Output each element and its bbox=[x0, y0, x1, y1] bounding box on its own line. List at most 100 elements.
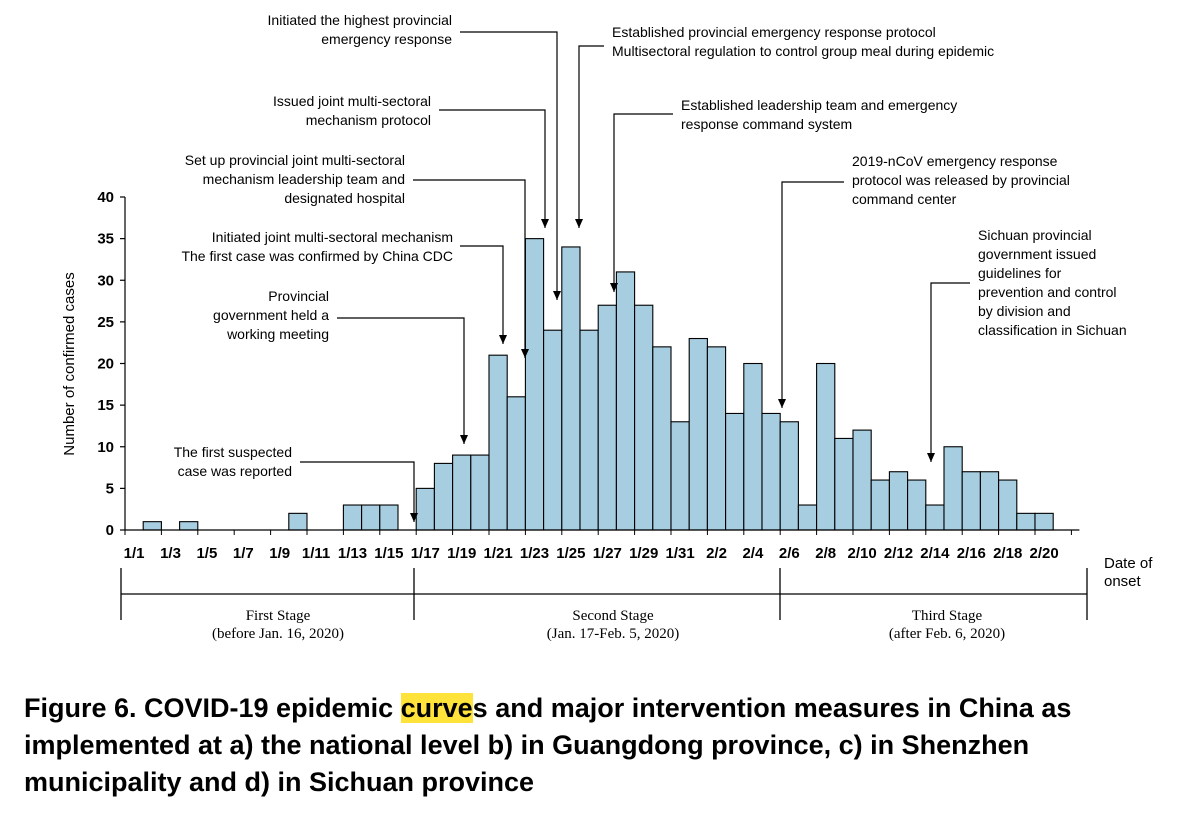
annotation-line: 2019-nCoV emergency response bbox=[852, 153, 1058, 169]
bar-1-26 bbox=[579, 329, 599, 531]
annotation-line: by division and bbox=[978, 303, 1071, 319]
y-tick-label: 10 bbox=[97, 439, 114, 456]
bar-2-1 bbox=[688, 337, 708, 531]
bar-1-21 bbox=[488, 354, 508, 531]
epidemic-curve-chart: 0 5 10 15 20 25 30 35 40 1/1 1/3 1/5 1/7 1/9 1/11 1/13 1… bbox=[61, 12, 1153, 642]
annotation-line: guidelines for bbox=[978, 265, 1062, 281]
annotation-line: prevention and control bbox=[978, 284, 1117, 300]
annotation-arrowhead-10 bbox=[927, 453, 935, 462]
y-tick-label: 35 bbox=[97, 231, 114, 248]
bar-1-29 bbox=[634, 304, 654, 531]
x-tick-label: 1/9 bbox=[269, 545, 290, 562]
stage-period: (Jan. 17-Feb. 5, 2020) bbox=[547, 626, 679, 642]
bar-2-7 bbox=[797, 504, 818, 531]
x-axis-label: Date of bbox=[1104, 555, 1153, 572]
bars-group bbox=[142, 238, 1054, 531]
annotation-line: Issued joint multi-sectoral bbox=[273, 93, 431, 109]
bar-1-19 bbox=[452, 454, 472, 531]
annotation-line: The first suspected bbox=[174, 444, 292, 460]
annotation-arrowhead-3 bbox=[499, 335, 507, 344]
bar-1-27 bbox=[597, 304, 617, 531]
annotation-line: Sichuan provincial bbox=[978, 227, 1092, 243]
annotation-arrowhead-6 bbox=[553, 291, 561, 300]
bar-1-23 bbox=[524, 238, 545, 531]
bar-2-8 bbox=[816, 362, 836, 531]
x-tick-label: 2/8 bbox=[815, 545, 836, 562]
annotation-text-6: Initiated the highest provincial emergenc… bbox=[268, 12, 453, 47]
annotation-arrowhead-4 bbox=[521, 349, 529, 358]
y-tick-label: 20 bbox=[97, 356, 114, 373]
y-tick-label: 25 bbox=[97, 314, 114, 331]
annotation-leader-1 bbox=[300, 461, 415, 522]
bar-1-13 bbox=[342, 504, 363, 531]
x-tick-label: 1/15 bbox=[374, 545, 403, 562]
bar-1-24 bbox=[543, 329, 563, 531]
bar-1-15 bbox=[379, 504, 399, 531]
annotation-text-4: Set up provincial joint multi-sectoral me… bbox=[185, 152, 405, 206]
x-tick-label: 2/12 bbox=[884, 545, 913, 562]
x-axis-label: onset bbox=[1104, 573, 1142, 590]
x-tick-label: 1/7 bbox=[233, 545, 254, 562]
bar-1-4 bbox=[179, 521, 199, 531]
annotation-line: case was reported bbox=[178, 463, 292, 479]
x-tick-label: 1/11 bbox=[302, 545, 330, 562]
bar-1-30 bbox=[652, 346, 672, 531]
bar-1-14 bbox=[361, 504, 381, 531]
annotation-line: working meeting bbox=[226, 326, 329, 342]
bar-2-15 bbox=[943, 446, 963, 531]
x-tick-label: 2/6 bbox=[779, 545, 800, 562]
bar-2-16 bbox=[961, 471, 981, 531]
annotation-text-1: The first suspected case was reported bbox=[174, 444, 292, 479]
annotation-text-3: Initiated joint multi-sectoral mechanism… bbox=[181, 229, 453, 264]
bar-1-20 bbox=[470, 454, 490, 531]
annotation-line: designated hospital bbox=[284, 190, 405, 206]
bar-2-10 bbox=[852, 429, 872, 531]
x-tick-label: 1/31 bbox=[665, 545, 694, 562]
annotation-line: government held a bbox=[213, 307, 329, 323]
y-tick-label: 15 bbox=[97, 397, 114, 414]
caption-text-end: s and major intervention measures in Chi… bbox=[24, 693, 1072, 797]
x-tick-label: 2/20 bbox=[1029, 545, 1058, 562]
x-tick-label: 2/4 bbox=[742, 545, 764, 562]
x-tick-label: 1/19 bbox=[447, 545, 476, 562]
x-tick-label: 1/5 bbox=[196, 545, 217, 562]
annotation-line: Established leadership team and emergenc… bbox=[681, 97, 957, 113]
annotation-line: government issued bbox=[978, 246, 1096, 262]
bar-2-11 bbox=[870, 479, 890, 531]
annotation-line: Set up provincial joint multi-sectoral bbox=[185, 152, 405, 168]
annotation-text-9: 2019-nCoV emergency response protocol was… bbox=[852, 153, 1070, 207]
x-tick-label: 1/23 bbox=[520, 545, 549, 562]
y-tick-label: 5 bbox=[106, 480, 114, 497]
x-tick-label: 1/27 bbox=[593, 545, 622, 562]
bar-2-18 bbox=[998, 479, 1018, 531]
x-tick-label: 2/18 bbox=[993, 545, 1022, 562]
annotation-arrowhead-1 bbox=[410, 513, 418, 522]
x-tick-label: 2/2 bbox=[706, 545, 727, 562]
x-tick-label: 1/29 bbox=[629, 545, 658, 562]
bar-2-19 bbox=[1016, 512, 1036, 531]
annotation-line: Initiated the highest provincial bbox=[268, 12, 452, 28]
annotation-line: mechanism leadership team and bbox=[203, 171, 405, 187]
bar-2-14 bbox=[925, 504, 945, 531]
annotation-line: command center bbox=[852, 191, 957, 207]
annotation-arrowhead-5 bbox=[541, 219, 549, 228]
annotation-arrowhead-9 bbox=[778, 399, 786, 408]
x-tick-label: 1/13 bbox=[338, 545, 367, 562]
bar-1-2 bbox=[142, 521, 162, 531]
bar-2-3 bbox=[725, 412, 745, 531]
annotation-leader-8 bbox=[613, 113, 673, 292]
annotation-text-8: Established leadership team and emergenc… bbox=[681, 97, 957, 132]
annotations-group: The first suspected case was reported Prov… bbox=[174, 12, 1127, 522]
bar-1-25 bbox=[561, 246, 581, 531]
stage-period: (before Jan. 16, 2020) bbox=[212, 626, 344, 642]
annotation-line: Initiated joint multi-sectoral mechanism bbox=[212, 229, 453, 245]
annotation-line: Provincial bbox=[268, 288, 329, 304]
annotation-text-2: Provincial government held a working meeti… bbox=[213, 288, 329, 342]
x-tick-label: 1/1 bbox=[124, 545, 145, 562]
bar-2-13 bbox=[907, 479, 927, 531]
y-tick-label: 0 bbox=[106, 522, 114, 539]
stage-name: First Stage bbox=[246, 608, 311, 624]
bar-2-12 bbox=[888, 471, 909, 531]
bar-2-17 bbox=[979, 471, 1000, 531]
annotation-line: Multisectoral regulation to control grou… bbox=[612, 43, 994, 59]
